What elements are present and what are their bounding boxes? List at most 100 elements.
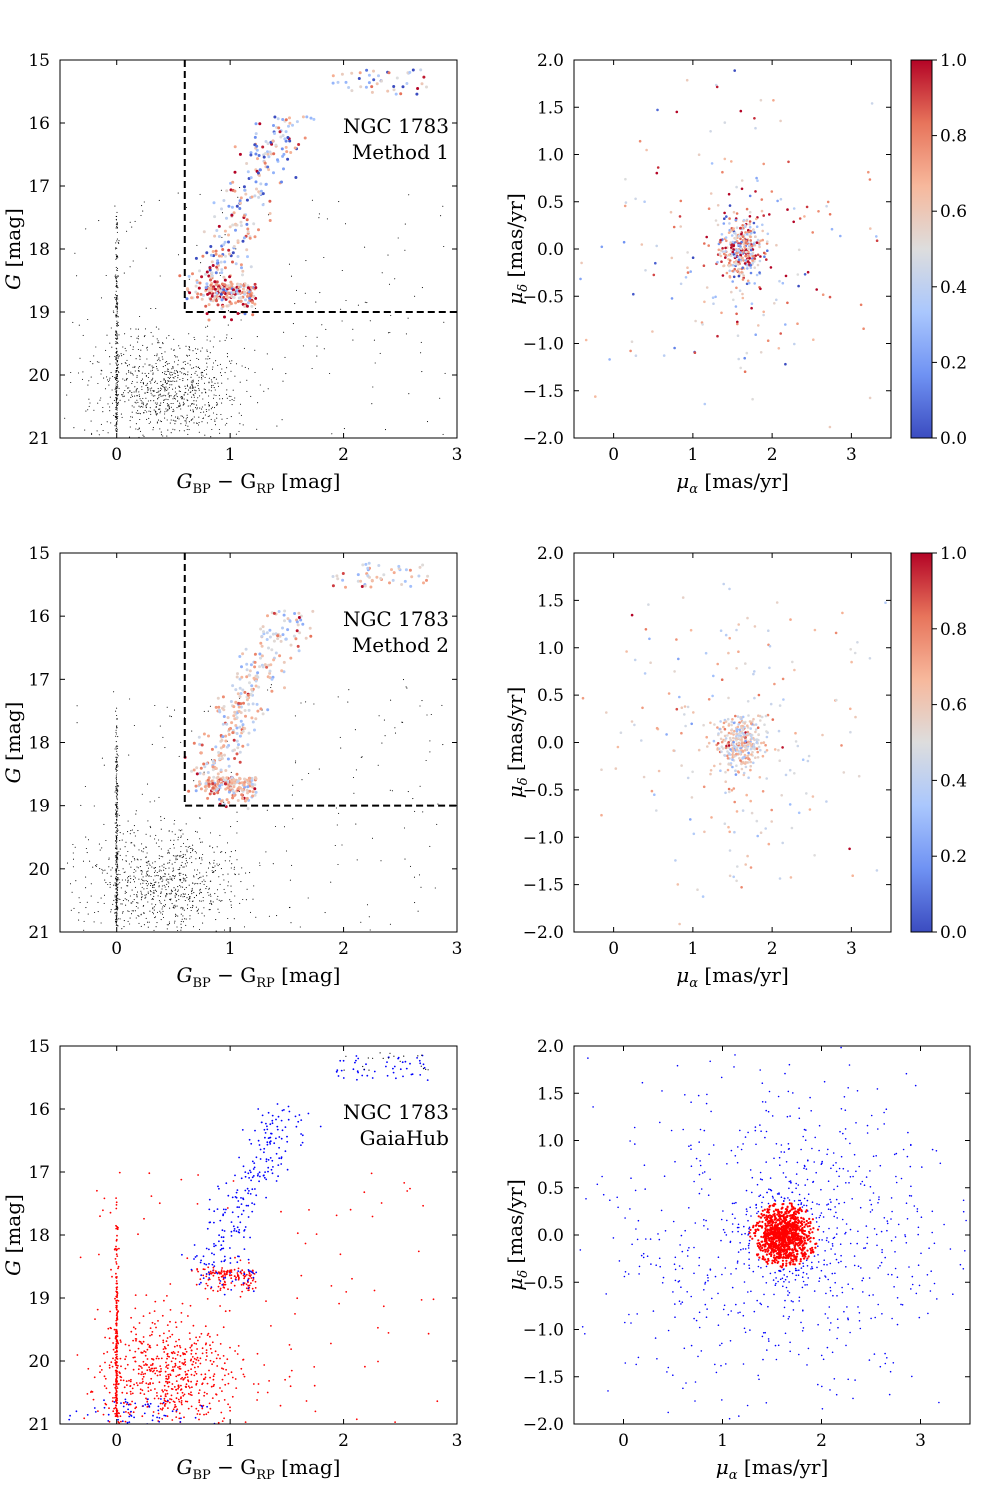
data-point <box>740 726 743 729</box>
data-point <box>276 634 280 638</box>
data-point <box>116 810 118 812</box>
data-point <box>134 845 136 847</box>
data-point <box>222 705 226 708</box>
data-point <box>230 779 233 783</box>
data-point <box>134 366 136 369</box>
data-point <box>415 92 419 96</box>
data-point <box>311 367 313 370</box>
data-point <box>246 778 250 782</box>
data-point <box>364 85 368 89</box>
data-point <box>101 757 103 759</box>
data-point <box>716 748 719 751</box>
data-point <box>218 757 222 761</box>
data-point <box>224 1383 227 1386</box>
data-point <box>234 850 237 852</box>
data-point <box>744 736 747 739</box>
data-point <box>115 298 117 300</box>
data-point <box>116 824 118 826</box>
data-point <box>756 179 759 182</box>
data-point <box>199 751 203 755</box>
data-point <box>83 920 85 922</box>
data-point <box>781 746 784 749</box>
data-point <box>116 829 118 831</box>
data-point <box>163 863 165 865</box>
data-point <box>739 255 742 259</box>
data-point <box>413 876 416 878</box>
data-point <box>787 160 790 164</box>
data-point <box>384 429 387 431</box>
data-point <box>117 402 119 404</box>
data-point <box>109 882 111 884</box>
data-point <box>209 278 212 282</box>
data-point <box>182 921 184 923</box>
data-point <box>138 395 141 398</box>
data-point <box>728 830 731 834</box>
data-point <box>729 241 732 244</box>
data-point <box>109 342 111 344</box>
data-point <box>136 866 138 868</box>
data-point <box>150 882 152 884</box>
data-point <box>114 429 117 431</box>
data-point <box>172 408 174 410</box>
data-point <box>173 887 175 889</box>
data-point <box>246 807 250 811</box>
data-point <box>728 636 731 640</box>
data-point <box>146 874 149 876</box>
data-point <box>146 411 148 413</box>
data-point <box>134 365 136 367</box>
data-point <box>766 232 770 236</box>
data-point <box>721 170 724 174</box>
data-point <box>743 733 746 736</box>
data-point <box>202 398 204 400</box>
data-point <box>158 855 160 857</box>
data-point <box>245 662 249 666</box>
data-point <box>116 211 118 213</box>
data-point <box>173 709 176 711</box>
data-point <box>192 402 194 405</box>
data-point <box>155 406 157 408</box>
data-point <box>210 294 214 298</box>
data-point <box>737 742 740 745</box>
data-point <box>169 878 171 880</box>
data-point <box>724 770 727 774</box>
data-point <box>755 741 758 744</box>
data-point <box>201 254 205 258</box>
data-point <box>231 684 235 688</box>
data-point <box>225 745 229 749</box>
data-point <box>117 316 119 318</box>
data-point <box>87 839 90 841</box>
y-tick-label: 21 <box>28 429 50 449</box>
data-point <box>116 760 118 763</box>
data-point <box>736 725 740 729</box>
data-point <box>124 389 126 392</box>
data-point <box>213 859 215 861</box>
data-point <box>301 779 303 781</box>
data-point <box>678 528 681 531</box>
data-point <box>132 1356 135 1359</box>
data-point <box>233 717 237 721</box>
data-point <box>224 424 226 426</box>
data-point <box>174 373 176 375</box>
data-point <box>716 334 719 338</box>
data-point <box>191 272 194 276</box>
data-point <box>384 735 386 737</box>
data-point <box>731 240 735 244</box>
data-point <box>391 578 395 582</box>
data-point <box>108 379 111 381</box>
data-point <box>318 213 320 215</box>
data-point <box>811 231 814 234</box>
data-point <box>127 920 129 922</box>
data-point <box>116 813 118 816</box>
data-point <box>131 395 134 397</box>
data-point <box>741 224 744 227</box>
data-point <box>119 399 121 401</box>
data-point <box>678 695 681 699</box>
data-point <box>160 912 162 914</box>
data-point <box>106 334 108 336</box>
data-point <box>173 877 175 879</box>
data-point <box>166 894 168 896</box>
data-point <box>176 370 178 372</box>
data-point <box>125 1403 128 1406</box>
data-point <box>199 888 202 890</box>
data-point <box>184 893 186 895</box>
